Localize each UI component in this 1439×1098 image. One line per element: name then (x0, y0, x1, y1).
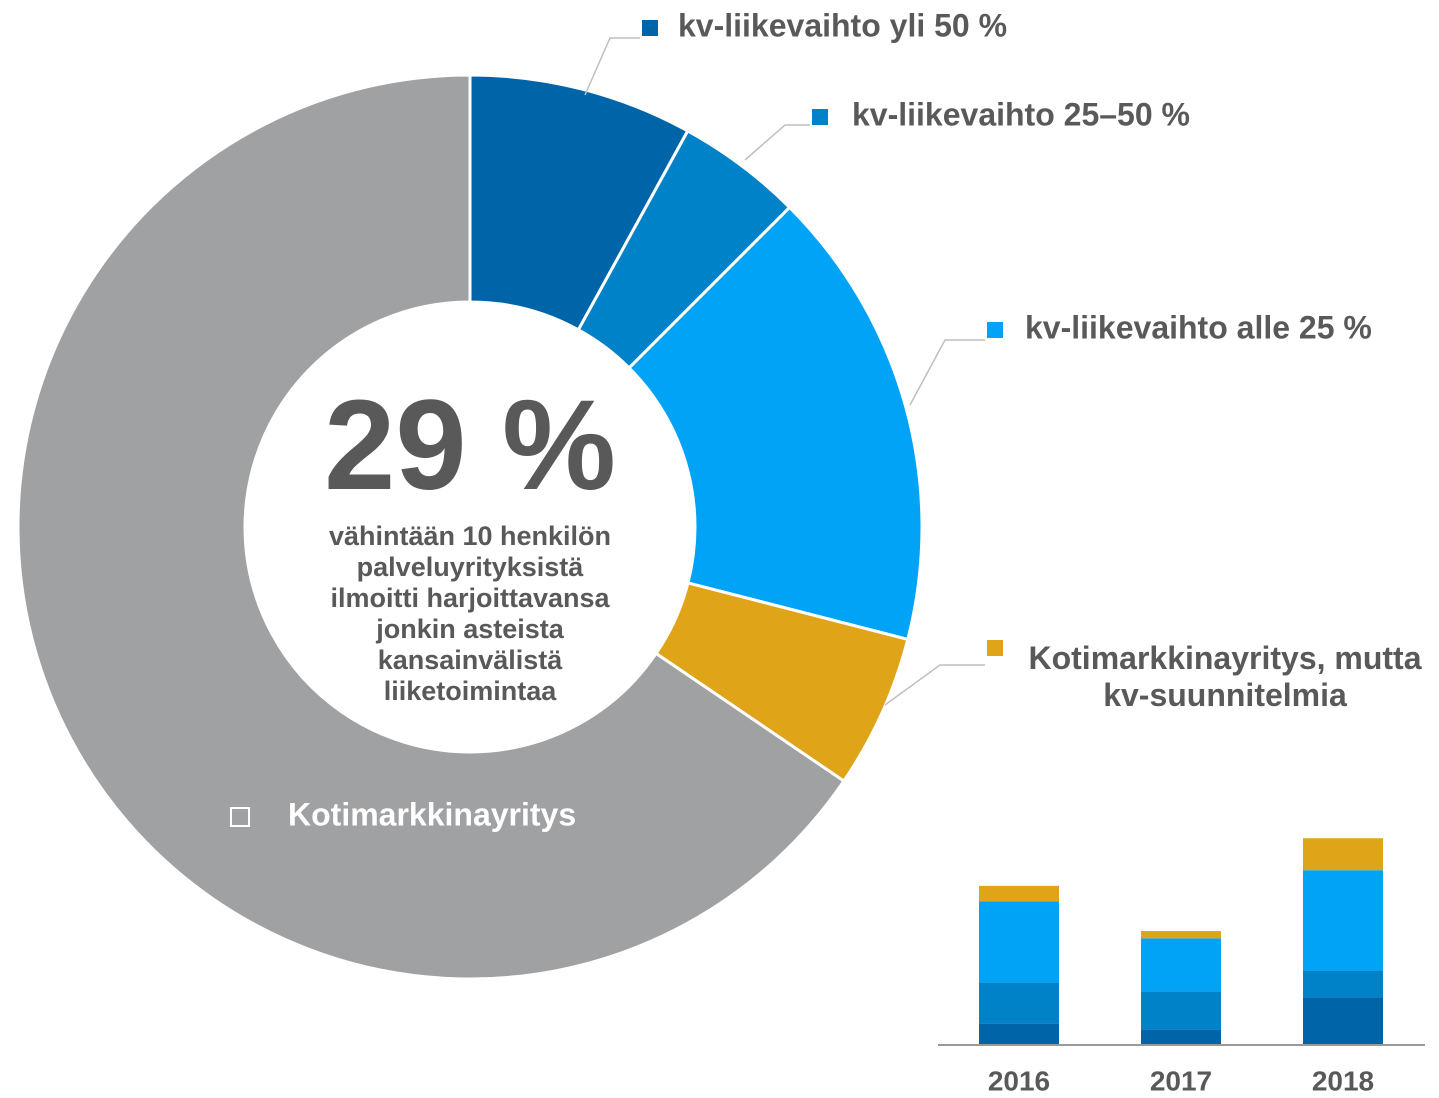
bar-segment (979, 885, 1059, 902)
bar-segment (1141, 938, 1221, 992)
legend-marker (642, 20, 658, 36)
pie-slice (16, 73, 846, 981)
bar-segment (1141, 991, 1221, 1030)
x-tick-label: 2016 (988, 1065, 1050, 1096)
center-text: ilmoitti harjoittavansa (330, 583, 610, 613)
bar-segment (979, 982, 1059, 1024)
center-text: liiketoimintaa (384, 676, 558, 706)
center-value: 29 % (324, 374, 616, 517)
bar-segment (1141, 1029, 1221, 1045)
leader-line (909, 339, 985, 406)
legend-marker (812, 109, 828, 125)
bar-segment (979, 1023, 1059, 1045)
bar-segment (1303, 838, 1383, 871)
bar-segment (1303, 970, 1383, 998)
legend-label: Kotimarkkinayritys (288, 796, 576, 832)
legend-marker (230, 807, 250, 827)
x-tick-label: 2018 (1312, 1065, 1374, 1096)
bar-segment (1303, 997, 1383, 1045)
center-text: kansainvälistä (378, 645, 564, 675)
legend-label: kv-liikevaihto 25–50 % (852, 96, 1190, 132)
legend-label: Kotimarkkinayritys, mutta kv-suunnitelmi… (1028, 640, 1422, 713)
bar-segment (979, 901, 1059, 983)
legend-marker (987, 322, 1003, 338)
bar-segment (1141, 931, 1221, 939)
leader-line (744, 124, 810, 161)
center-text: jonkin asteista (375, 614, 565, 644)
center-text: vähintään 10 henkilön (329, 521, 611, 551)
bar-segment (1303, 870, 1383, 971)
legend-marker (987, 640, 1003, 656)
leader-line (884, 664, 985, 706)
center-text: palveluyrityksistä (357, 552, 585, 582)
leader-line (584, 37, 640, 96)
pie-slice (626, 205, 924, 642)
legend-label: kv-liikevaihto alle 25 % (1025, 309, 1372, 345)
x-tick-label: 2017 (1150, 1065, 1212, 1096)
legend-label: kv-liikevaihto yli 50 % (678, 7, 1007, 43)
